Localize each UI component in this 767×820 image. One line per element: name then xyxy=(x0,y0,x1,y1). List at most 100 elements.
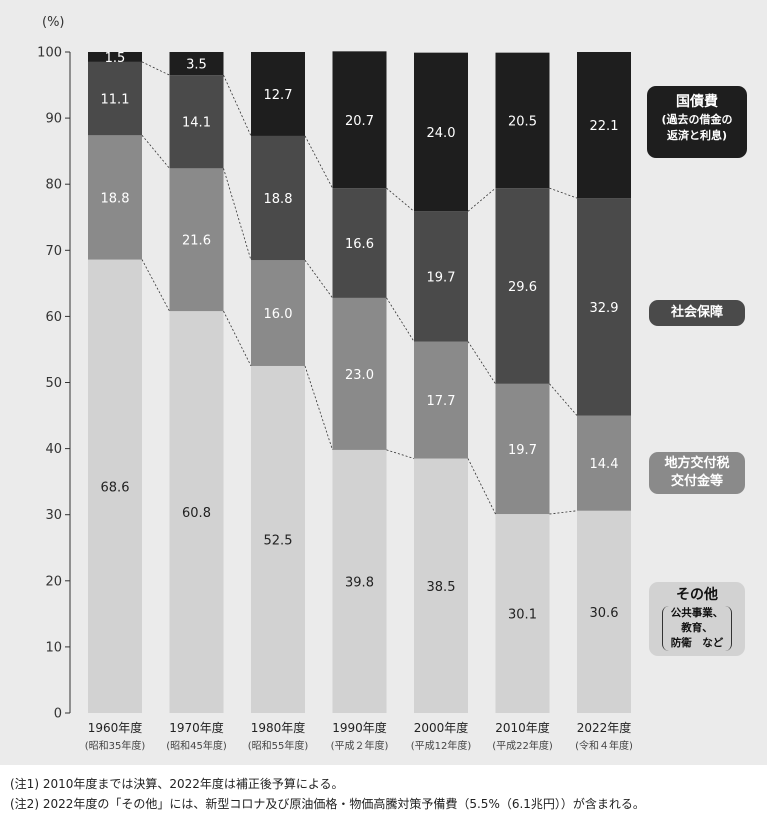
bar-value-label: 16.6 xyxy=(345,237,374,252)
connector-line xyxy=(549,510,578,515)
bar-value-label: 18.8 xyxy=(264,192,293,207)
connector-line xyxy=(549,383,578,416)
connector-line xyxy=(304,365,333,451)
bar-segment xyxy=(169,52,224,76)
stacked-bar-chart: (%) 0 10 20 30 40 50 60 70 80 90 100 1960年度 (昭和35年度)… xyxy=(37,15,633,752)
bar-segment xyxy=(169,168,224,312)
bar-segment xyxy=(169,311,224,713)
bar-segment xyxy=(88,61,142,136)
x-tick-label: 2000年度 xyxy=(414,720,469,735)
y-axis-unit-label: (%) xyxy=(42,15,65,30)
legend-social-security-label: 社会保障 xyxy=(670,305,723,320)
bar-segment xyxy=(251,135,305,261)
y-tick-label: 20 xyxy=(45,574,62,589)
bar-value-label: 68.6 xyxy=(101,480,130,495)
x-tick-sublabel: (昭和45年度) xyxy=(166,739,227,752)
bar-segment xyxy=(332,449,387,713)
connector-line xyxy=(223,74,252,137)
x-tick-label: 2010年度 xyxy=(495,720,550,735)
x-tick-label: 1990年度 xyxy=(332,720,387,735)
x-tick-sublabel: (昭和35年度) xyxy=(85,739,146,752)
y-tick-label: 90 xyxy=(45,112,62,127)
bar-value-label: 29.6 xyxy=(508,280,537,295)
bar-value-label: 18.8 xyxy=(101,191,130,206)
bar-value-label: 30.1 xyxy=(508,608,537,623)
y-tick-label: 40 xyxy=(45,442,62,457)
bar-value-label: 20.5 xyxy=(508,114,537,129)
legend-national-debt-sub2: 返済と利息) xyxy=(666,129,728,142)
y-tick-label: 100 xyxy=(37,46,62,61)
connector-line xyxy=(304,259,333,299)
bar-segment xyxy=(577,415,631,511)
y-tick-label: 80 xyxy=(45,178,62,193)
y-tick-label: 70 xyxy=(45,244,62,259)
bar-value-label: 14.4 xyxy=(590,457,619,472)
x-tick-label: 2022年度 xyxy=(577,720,632,735)
bar-value-label: 38.5 xyxy=(427,580,456,595)
connector-line xyxy=(304,135,333,189)
bar-value-label: 20.7 xyxy=(345,114,374,129)
bar-value-label: 12.7 xyxy=(264,88,293,103)
x-tick-sublabel: (平成２年度) xyxy=(331,739,389,752)
connector-line xyxy=(141,259,170,312)
bar-value-label: 1.5 xyxy=(105,51,126,66)
bar-value-label: 30.6 xyxy=(590,606,619,621)
legend-other-bracket: 公共事業、 教育、 防衛 など xyxy=(661,606,733,651)
bar-segment xyxy=(251,260,305,366)
bar-segment xyxy=(414,341,468,459)
bar-segment xyxy=(495,514,550,713)
connector-line xyxy=(467,458,496,515)
legend-local-allocation-line1: 地方交付税 xyxy=(664,456,730,471)
bar-segment xyxy=(332,188,387,298)
y-tick-label: 30 xyxy=(45,508,62,523)
bar-segment xyxy=(251,365,305,713)
x-tick-sublabel: (平成12年度) xyxy=(411,739,472,752)
legend-local-allocation: 地方交付税 交付金等 xyxy=(649,452,745,494)
y-tick-label: 50 xyxy=(45,376,62,391)
bar-value-label: 21.6 xyxy=(182,234,211,249)
bar-segment xyxy=(169,75,224,169)
y-tick-label: 60 xyxy=(45,310,62,325)
bar-value-label: 14.1 xyxy=(182,116,211,131)
x-tick-label: 1960年度 xyxy=(88,720,143,735)
bar-segment xyxy=(88,52,142,62)
bar-value-label: 60.8 xyxy=(182,506,211,521)
legend-other: その他 公共事業、 教育、 防衛 など xyxy=(649,582,745,656)
legend-other-sub3: 防衛 など xyxy=(670,637,724,649)
bar-value-label: 19.7 xyxy=(427,270,456,285)
legend-national-debt-title: 国債費 xyxy=(676,94,718,110)
connector-line xyxy=(223,310,252,367)
footnotes: (注1) 2010年度までは決算、2022年度は補正後予算による。 (注2) 2… xyxy=(10,774,645,814)
legend-other-sub1: 公共事業、 xyxy=(670,607,724,619)
connector-line xyxy=(467,341,496,385)
bar-segment xyxy=(495,188,550,384)
connector-line xyxy=(549,187,578,199)
bar-value-label: 23.0 xyxy=(345,368,374,383)
legend-social-security: 社会保障 xyxy=(649,300,745,326)
bar-segment xyxy=(88,135,142,260)
x-tick-sublabel: (平成22年度) xyxy=(492,739,553,752)
bar-segment xyxy=(495,383,550,515)
bar-segment xyxy=(251,52,305,136)
footnote-1: (注1) 2010年度までは決算、2022年度は補正後予算による。 xyxy=(10,777,344,791)
legend-local-allocation-line2: 交付金等 xyxy=(670,474,723,489)
bar-segment xyxy=(577,198,631,416)
bar-segment xyxy=(414,52,468,212)
bar-value-label: 16.0 xyxy=(264,307,293,322)
bar-value-label: 11.1 xyxy=(101,93,130,108)
bar-value-label: 3.5 xyxy=(186,58,207,73)
connector-line xyxy=(386,297,415,342)
legend-national-debt: 国債費 (過去の借金の 返済と利息) xyxy=(647,86,747,158)
bar-segment xyxy=(577,52,631,199)
connector-line xyxy=(223,168,252,261)
bar-segment xyxy=(495,52,550,189)
bar-segment xyxy=(414,211,468,342)
bar-segment xyxy=(414,458,468,713)
footnote-2: (注2) 2022年度の「その他」には、新型コロナ及び原油価格・物価高騰対策予備… xyxy=(10,797,645,811)
y-tick-label: 0 xyxy=(54,707,62,722)
bar-value-label: 24.0 xyxy=(427,126,456,141)
bar-value-label: 32.9 xyxy=(590,301,619,316)
y-tick-label: 10 xyxy=(45,640,62,655)
bar-segment xyxy=(577,510,631,713)
legend-national-debt-sub1: (過去の借金の xyxy=(661,113,733,126)
